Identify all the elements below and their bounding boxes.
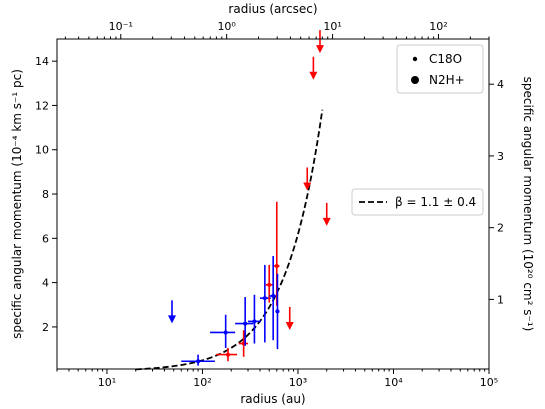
upper-limit-0-head <box>168 315 177 324</box>
legend-markers: C18O N2H+ <box>396 44 484 94</box>
legend-c18o-label: C18O <box>429 52 462 66</box>
y-axis-label: specific angular momentum (10⁻⁴ km s⁻¹ p… <box>10 69 24 339</box>
data-point-2 <box>216 347 238 362</box>
legend-fit-label: β = 1.1 ± 0.4 <box>395 195 476 209</box>
data-point-4 <box>235 297 254 346</box>
upper-limit-1-head <box>285 321 294 330</box>
plot-frame <box>56 38 490 370</box>
upper-limit-4 <box>315 30 324 54</box>
legend-fit-box <box>351 188 484 216</box>
x-tick-label-4: 10⁵ <box>480 376 498 389</box>
upper-limit-3 <box>309 56 318 80</box>
upper-limit-1 <box>285 306 294 330</box>
data-point-10 <box>275 273 280 350</box>
x-tick-label-0: 10¹ <box>98 376 116 389</box>
x-tick-label-3: 10⁴ <box>384 376 403 389</box>
data-point-1-marker <box>223 330 228 335</box>
data-point-0-marker <box>196 359 201 364</box>
upper-limit-2 <box>303 167 312 191</box>
data-point-7-marker <box>267 282 272 287</box>
data-point-1 <box>210 314 236 348</box>
x-top-tick-label-0: 10⁻¹ <box>109 20 133 33</box>
x-top-tick-label-1: 10⁰ <box>217 20 236 33</box>
y-right-tick-label-2: 3 <box>497 150 504 163</box>
data-point-5 <box>248 294 261 344</box>
upper-limit-2-head <box>303 182 312 191</box>
data-point-8-marker <box>271 293 276 298</box>
data-point-3 <box>238 330 249 357</box>
y-right-tick-label-0: 1 <box>497 293 504 306</box>
upper-limit-3-head <box>309 71 318 80</box>
x-tick-label-2: 10³ <box>289 376 307 389</box>
data-point-10-marker <box>275 309 280 314</box>
data-point-2-marker <box>225 352 230 357</box>
y-tick-label-2: 6 <box>42 232 49 245</box>
y-axis-right-label: specific angular momentum (10²⁰ cm² s⁻¹) <box>521 77 535 332</box>
fit-curve <box>135 109 324 371</box>
y-tick-label-0: 2 <box>42 321 49 334</box>
legend-fit: β = 1.1 ± 0.4 <box>351 188 484 216</box>
x-axis-top-label: radius (arcsec) <box>228 2 317 16</box>
upper-limit-5-head <box>322 217 331 226</box>
x-tick-label-1: 10² <box>193 376 211 389</box>
upper-limit-4-head <box>315 45 324 54</box>
upper-limit-5 <box>322 202 331 226</box>
y-tick-label-3: 8 <box>42 188 49 201</box>
legend-c18o-marker <box>412 56 418 62</box>
y-right-tick-label-3: 4 <box>497 78 504 91</box>
y-tick-label-6: 14 <box>35 55 49 68</box>
data-point-6-marker <box>262 296 267 301</box>
y-tick-label-1: 4 <box>42 277 49 290</box>
x-top-tick-label-3: 10² <box>429 20 447 33</box>
y-tick-label-4: 10 <box>35 144 49 157</box>
upper-limit-0 <box>168 300 177 324</box>
y-right-tick-label-1: 2 <box>497 222 504 235</box>
legend-n2h-marker <box>411 76 419 84</box>
x-axis-label: radius (au) <box>240 392 305 406</box>
data-point-0 <box>181 354 215 366</box>
data-point-7 <box>265 264 273 303</box>
data-point-8 <box>269 256 277 341</box>
data-point-9-marker <box>274 264 279 269</box>
legend-n2h-label: N2H+ <box>429 73 465 87</box>
data-point-4-marker <box>243 321 248 326</box>
data-point-5-marker <box>252 319 257 324</box>
x-top-tick-label-2: 10¹ <box>323 20 341 33</box>
marks-layer <box>135 30 331 371</box>
y-tick-label-5: 12 <box>35 99 49 112</box>
